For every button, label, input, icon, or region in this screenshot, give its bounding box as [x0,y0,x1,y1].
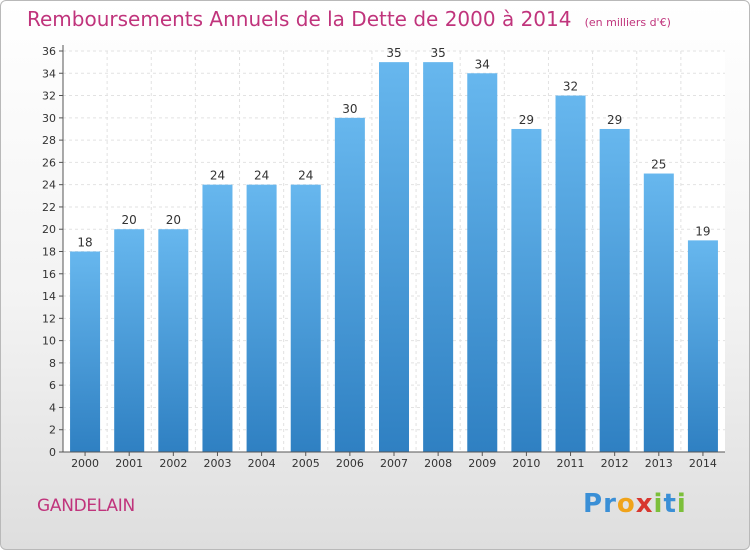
bar [555,95,586,453]
y-tick-label: 22 [42,201,56,214]
logo-letter: r [603,489,617,519]
y-tick-label: 12 [42,312,56,325]
logo-letter: i [653,489,664,519]
bar-value-label: 30 [342,102,357,116]
logo-letter: x [635,489,654,519]
logo-letter: P [583,489,604,519]
bar-value-label: 24 [254,169,269,183]
bar [687,240,718,452]
bar-value-label: 35 [430,46,445,60]
bar [511,128,542,452]
y-tick-label: 0 [49,446,56,459]
x-tick-label: 2006 [336,457,364,470]
x-tick-label: 2012 [601,457,629,470]
bar [334,117,365,452]
y-tick-label: 18 [42,246,56,259]
x-tick-label: 2013 [645,457,673,470]
bar [599,128,630,452]
bar [378,62,410,453]
x-tick-label: 2001 [115,457,143,470]
logo-letter: t [663,489,677,519]
x-tick-label: 2000 [71,457,99,470]
x-tick-label: 2007 [380,457,408,470]
bar-value-label: 24 [298,169,313,183]
x-tick-label: 2009 [468,457,496,470]
bar-value-label: 29 [519,113,534,127]
bar-value-label: 18 [77,236,92,250]
y-tick-label: 34 [42,67,56,80]
bar-value-label: 29 [607,113,622,127]
x-tick-label: 2002 [159,457,187,470]
x-tick-label: 2003 [203,457,231,470]
bar-value-label: 20 [122,213,137,227]
bar [246,184,277,452]
bar [158,229,189,452]
x-tick-label: 2008 [424,457,452,470]
bar-value-label: 25 [651,158,666,172]
x-tick-label: 2011 [557,457,585,470]
proxiti-logo: Proxiti [583,489,687,519]
chart-unit-note: (en milliers d'€) [584,16,671,29]
bar [114,229,145,452]
y-tick-label: 2 [49,424,56,437]
bar-value-label: 34 [475,57,490,71]
x-tick-label: 2005 [292,457,320,470]
y-tick-label: 32 [42,90,56,103]
y-tick-label: 28 [42,134,56,147]
bar [643,173,674,452]
bar-value-label: 35 [386,46,401,60]
y-tick-label: 16 [42,268,56,281]
y-tick-label: 4 [49,401,56,414]
chart-title: Remboursements Annuels de la Dette de 20… [27,7,671,31]
bar [290,184,321,452]
y-tick-label: 14 [42,290,56,303]
bar-value-label: 24 [210,169,225,183]
bar-value-label: 20 [166,213,181,227]
x-tick-label: 2010 [512,457,540,470]
bar [423,62,454,453]
x-tick-label: 2014 [689,457,717,470]
y-tick-label: 26 [42,156,56,169]
bar-value-label: 19 [695,224,710,238]
x-tick-label: 2004 [248,457,276,470]
logo-letter: o [616,489,636,519]
bar [202,184,233,452]
place-name: GANDELAIN [37,496,135,516]
bar [467,73,498,453]
y-tick-label: 24 [42,179,56,192]
y-tick-label: 10 [42,335,56,348]
y-tick-label: 20 [42,223,56,236]
y-tick-label: 8 [49,357,56,370]
y-tick-label: 36 [42,45,56,58]
logo-letter: i [676,489,687,519]
chart-title-text: Remboursements Annuels de la Dette de 20… [27,7,572,31]
bar-value-label: 32 [563,80,578,94]
bar [70,251,101,452]
y-tick-label: 6 [49,379,56,392]
y-tick-label: 30 [42,112,56,125]
